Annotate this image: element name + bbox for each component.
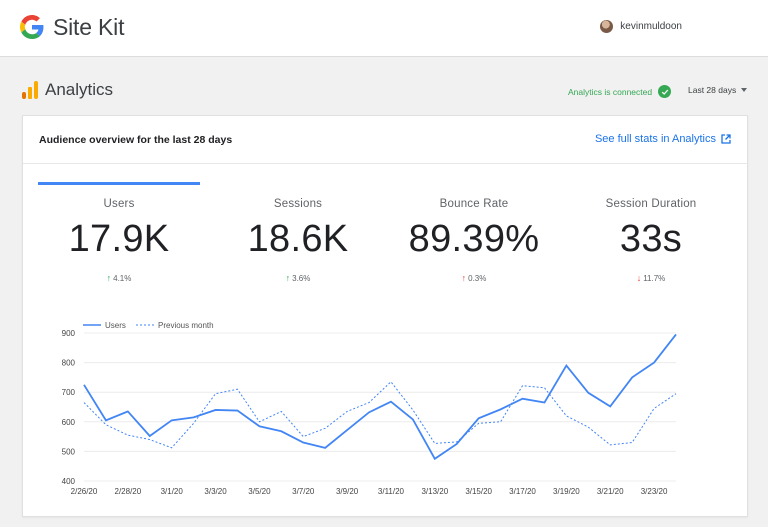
y-tick-label: 800 xyxy=(62,359,76,368)
date-range-select[interactable]: Last 28 days xyxy=(688,85,748,95)
arrow-up-icon: ↑ xyxy=(461,273,467,283)
arrow-down-icon: ↓ xyxy=(636,273,642,283)
metric-change: ↓ 11.7% xyxy=(563,273,739,283)
avatar[interactable] xyxy=(600,20,614,33)
x-tick-label: 3/1/20 xyxy=(161,487,184,496)
metric-users[interactable]: Users 17.9K ↑ 4.1% xyxy=(31,198,207,283)
check-circle-icon xyxy=(658,85,672,98)
x-tick-label: 3/3/20 xyxy=(204,487,227,496)
full-stats-label: See full stats in Analytics xyxy=(594,133,716,145)
external-link-icon xyxy=(721,134,731,144)
metric-change: ↑ 3.6% xyxy=(210,273,386,283)
chart-series xyxy=(83,333,677,461)
metric-session-duration[interactable]: Session Duration 33s ↓ 11.7% xyxy=(563,198,739,283)
x-tick-label: 3/9/20 xyxy=(336,487,359,496)
chart-legend: Users Previous month xyxy=(83,321,214,330)
users-series-line xyxy=(83,333,677,461)
x-tick-label: 3/13/20 xyxy=(421,487,448,496)
status-text: Analytics is connected xyxy=(568,86,653,97)
y-tick-label: 600 xyxy=(62,418,76,427)
metric-change: ↑ 4.1% xyxy=(31,273,207,283)
top-bar: Site Kit kevinmuldoon xyxy=(0,0,768,57)
metric-bounce-rate[interactable]: Bounce Rate 89.39% ↑ 0.3% xyxy=(386,198,562,283)
metric-value: 18.6K xyxy=(247,218,349,260)
x-tick-label: 3/15/20 xyxy=(465,487,492,496)
y-tick-label: 900 xyxy=(62,329,76,338)
x-tick-label: 3/21/20 xyxy=(597,487,624,496)
metric-label: Users xyxy=(103,198,135,210)
y-tick-label: 500 xyxy=(62,447,76,456)
card-header: Audience overview for the last 28 days S… xyxy=(23,116,747,164)
username: kevinmuldoon xyxy=(620,21,682,32)
user-menu[interactable]: kevinmuldoon xyxy=(600,20,682,33)
metric-value: 17.9K xyxy=(68,218,170,260)
full-stats-link[interactable]: See full stats in Analytics xyxy=(595,133,731,145)
section-title: Analytics xyxy=(45,80,114,99)
chevron-down-icon xyxy=(741,88,748,92)
arrow-up-icon: ↑ xyxy=(285,273,291,283)
metric-change: ↑ 0.3% xyxy=(386,273,562,283)
x-tick-label: 3/19/20 xyxy=(553,487,580,496)
y-tick-label: 700 xyxy=(62,388,76,397)
previous-month-series-line xyxy=(83,381,677,449)
connection-status: Analytics is connected xyxy=(568,85,672,98)
x-axis-ticks: 2/26/20 2/28/20 3/1/20 3/3/20 3/5/20 3/7/20 3/… xyxy=(71,487,668,496)
audience-overview-card: Audience overview for the last 28 days S… xyxy=(22,115,748,517)
metric-label: Sessions xyxy=(273,198,323,210)
date-range-label: Last 28 days xyxy=(688,85,737,95)
y-tick-label: 400 xyxy=(62,477,76,486)
metric-sessions[interactable]: Sessions 18.6K ↑ 3.6% xyxy=(210,198,386,283)
analytics-icon xyxy=(22,81,38,99)
x-tick-label: 3/11/20 xyxy=(378,487,405,496)
change-value: 3.6% xyxy=(292,273,311,283)
card-title: Audience overview for the last 28 days xyxy=(39,134,233,146)
x-tick-label: 3/5/20 xyxy=(248,487,271,496)
y-axis-ticks: 400 500 600 700 800 900 xyxy=(62,329,76,486)
x-tick-label: 3/17/20 xyxy=(509,487,536,496)
legend-previous-label: Previous month xyxy=(158,321,214,330)
x-tick-label: 2/26/20 xyxy=(71,487,98,496)
active-tab-indicator xyxy=(38,182,200,185)
x-tick-label: 3/7/20 xyxy=(292,487,315,496)
metric-value: 89.39% xyxy=(408,218,540,260)
google-logo-icon xyxy=(20,15,44,39)
change-value: 11.7% xyxy=(643,273,666,283)
metric-label: Bounce Rate xyxy=(439,198,509,210)
site-kit-title: Site Kit xyxy=(53,14,125,40)
analytics-heading: Analytics xyxy=(22,80,113,100)
arrow-up-icon: ↑ xyxy=(106,273,112,283)
change-value: 4.1% xyxy=(113,273,132,283)
x-tick-label: 2/28/20 xyxy=(115,487,142,496)
users-line-chart: 400 500 600 700 800 900 2/26/20 2/28/20 3/1/20 3… xyxy=(62,321,677,496)
metric-value: 33s xyxy=(619,218,683,260)
legend-users-label: Users xyxy=(105,321,126,330)
change-value: 0.3% xyxy=(468,273,487,283)
metric-label: Session Duration xyxy=(605,198,697,210)
x-tick-label: 3/23/20 xyxy=(641,487,668,496)
